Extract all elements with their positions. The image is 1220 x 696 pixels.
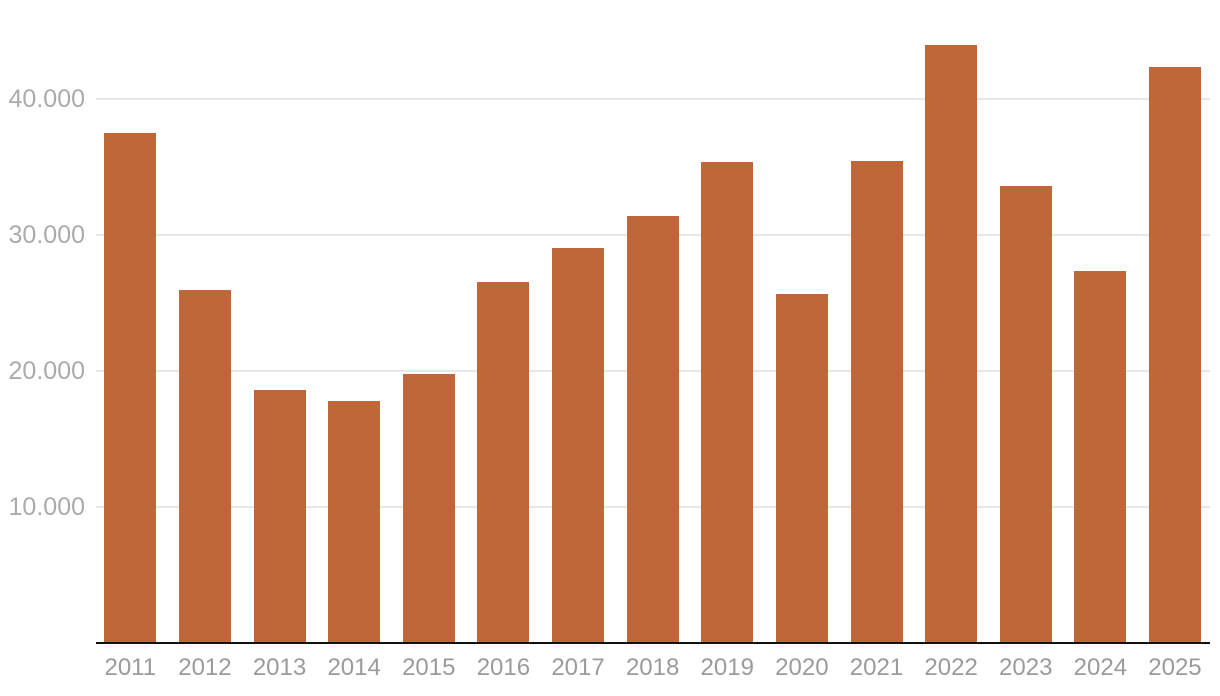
x-axis-tick-label: 2016 [476,654,531,681]
x-axis-tick-label: 2019 [700,654,754,681]
x-axis-tick-label: 2013 [252,654,307,681]
x-axis-tick-label: 2023 [999,654,1053,681]
y-axis-tick-label: 40.000 [8,85,85,114]
x-axis-tick-label: 2021 [849,654,904,681]
x-axis-tick-label: 2012 [178,654,232,681]
bar-2014 [328,401,381,643]
bar-2011 [104,133,157,643]
bar-2017 [552,247,605,643]
x-axis-tick-label: 2025 [1148,654,1202,681]
x-axis-tick-label: 2017 [551,654,605,681]
bar-2020 [775,293,828,643]
y-axis-tick-label: 30.000 [8,221,85,250]
bar-2022 [925,45,978,643]
x-axis-tick-label: 2024 [1073,654,1128,681]
bar-2018 [626,216,679,643]
bar-2021 [850,160,903,643]
y-axis-tick-label: 20.000 [8,357,85,386]
x-axis-tick-label: 2011 [104,654,157,681]
y-axis-tick-label: 10.000 [8,493,85,522]
x-axis-line [96,642,1210,644]
bar-2012 [178,289,231,643]
x-axis-tick-label: 2020 [775,654,829,681]
x-axis-tick-label: 2015 [402,654,456,681]
bar-2024 [1074,270,1127,643]
bar-2013 [253,390,306,643]
x-axis-tick-label: 2014 [327,654,381,681]
gridline [96,98,1210,101]
x-axis-tick-label: 2018 [625,654,680,681]
bar-2015 [402,373,455,643]
bar-2023 [999,186,1052,643]
x-axis-tick-label: 2022 [924,654,978,681]
bar-2025 [1148,66,1201,643]
bar-2016 [477,281,530,643]
bar-2019 [701,161,754,643]
